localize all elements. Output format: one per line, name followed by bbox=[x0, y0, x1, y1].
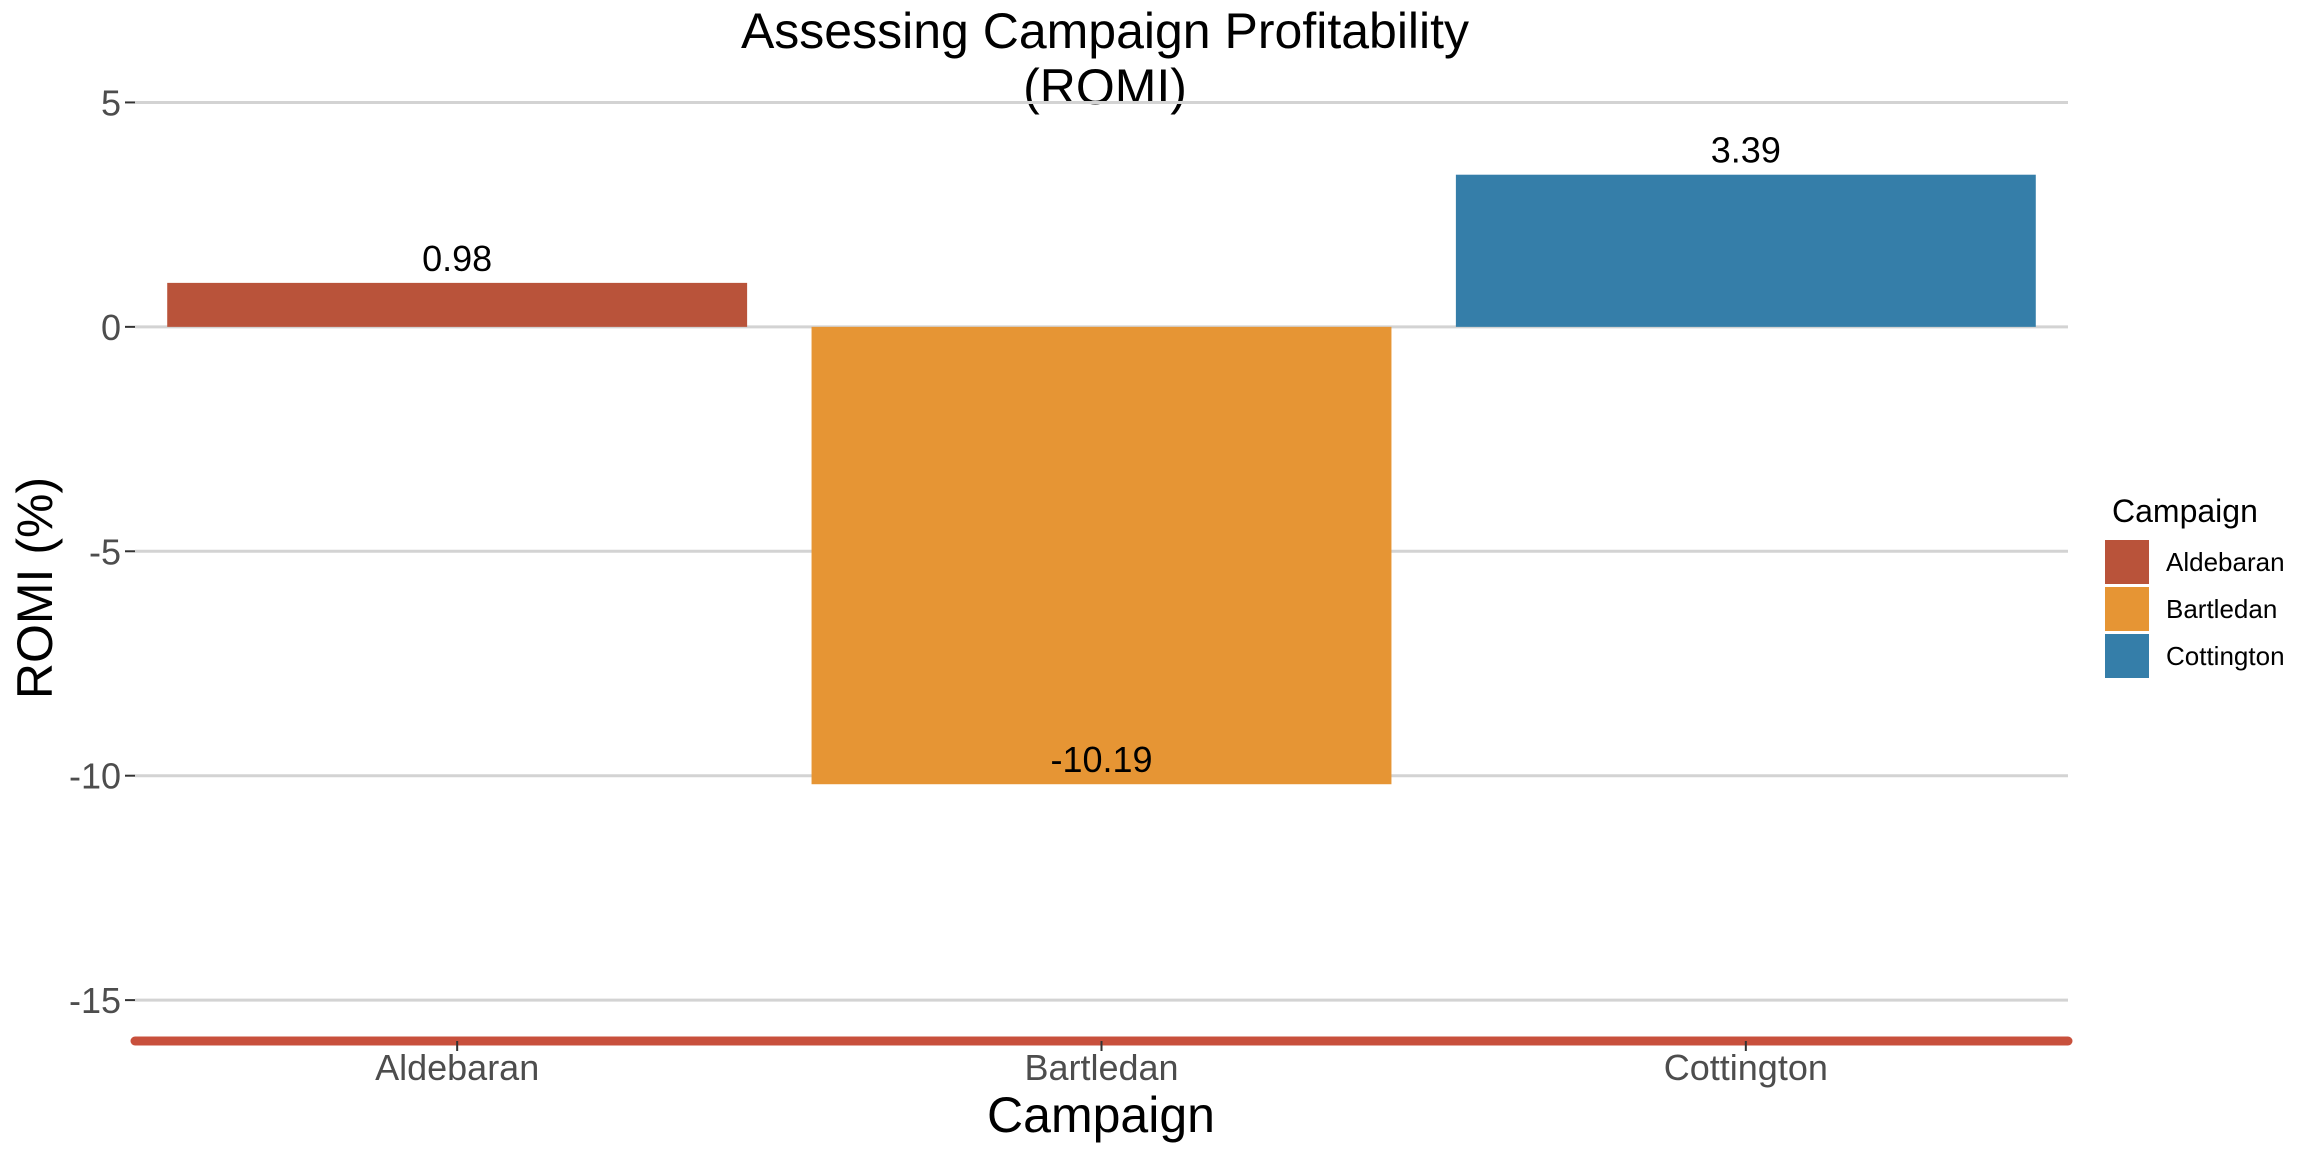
legend-label-cottington: Cottington bbox=[2166, 641, 2285, 671]
data-labels: 0.98 -10.19 3.39 bbox=[422, 130, 1781, 781]
bar-cottington bbox=[1455, 174, 2036, 327]
chart-title-line-2: (ROMI) bbox=[1023, 59, 1187, 115]
x-tick-label-aldebaran: Aldebaran bbox=[375, 1047, 539, 1088]
bar-bartledan bbox=[811, 326, 1392, 785]
chart-title: Assessing Campaign Profitability (ROMI) bbox=[741, 3, 1469, 115]
bar-aldebaran bbox=[167, 282, 748, 327]
chart-title-line-1: Assessing Campaign Profitability bbox=[741, 3, 1469, 59]
y-axis: 5 0 -5 -10 -15 bbox=[69, 82, 135, 1021]
legend-label-bartledan: Bartledan bbox=[2166, 594, 2277, 624]
y-tick-label: -15 bbox=[69, 980, 121, 1021]
legend-label-aldebaran: Aldebaran bbox=[2166, 547, 2285, 577]
y-tick-label: 0 bbox=[101, 307, 121, 348]
x-axis-title: Campaign bbox=[987, 1087, 1215, 1143]
data-label-bartledan: -10.19 bbox=[1050, 739, 1152, 780]
x-tick-label-bartledan: Bartledan bbox=[1024, 1047, 1178, 1088]
legend: Campaign Aldebaran Bartledan Cottington bbox=[2105, 493, 2285, 678]
y-tick-label: -5 bbox=[89, 531, 121, 572]
y-tick-label: 5 bbox=[101, 82, 121, 123]
x-tick-label-cottington: Cottington bbox=[1664, 1047, 1828, 1088]
y-tick-label: -10 bbox=[69, 756, 121, 797]
legend-title: Campaign bbox=[2112, 493, 2258, 529]
legend-swatch-cottington bbox=[2105, 634, 2149, 678]
legend-swatch-aldebaran bbox=[2105, 540, 2149, 584]
legend-swatch-bartledan bbox=[2105, 587, 2149, 631]
y-axis-title: ROMI (%) bbox=[7, 477, 63, 699]
data-label-cottington: 3.39 bbox=[1711, 130, 1781, 171]
data-label-aldebaran: 0.98 bbox=[422, 238, 492, 279]
x-axis: Aldebaran Bartledan Cottington bbox=[130, 1036, 2073, 1088]
bars bbox=[167, 174, 2036, 785]
